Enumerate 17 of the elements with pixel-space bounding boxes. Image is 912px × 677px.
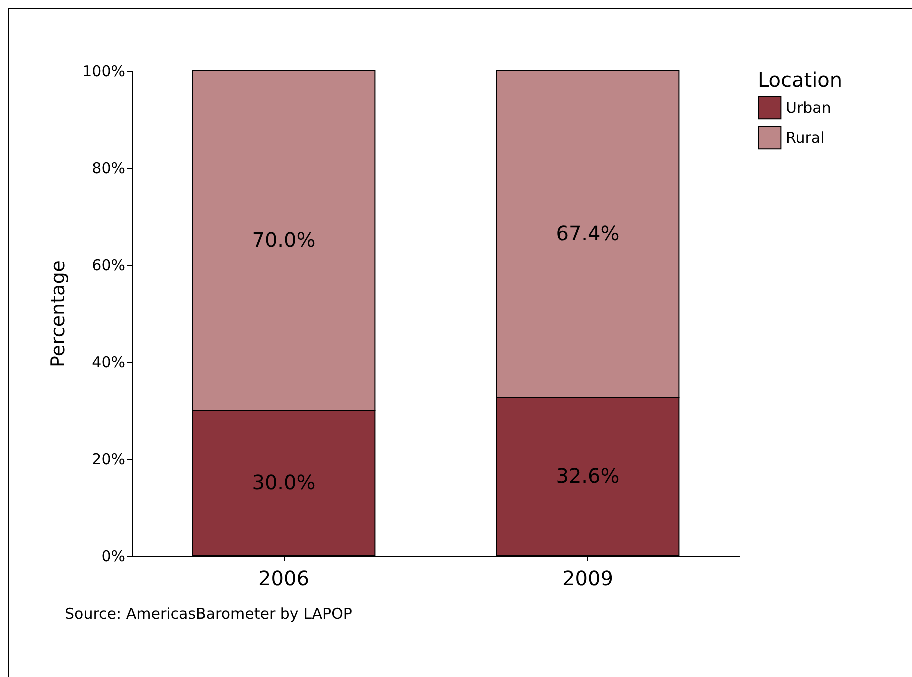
data-label: 67.4% <box>556 221 620 246</box>
y-tick-label: 20% <box>92 450 126 468</box>
legend-label: Rural <box>786 129 825 147</box>
y-tick-label: 40% <box>92 354 126 372</box>
y-tick-label: 100% <box>82 62 126 80</box>
data-label: 70.0% <box>252 228 316 252</box>
data-label: 32.6% <box>556 464 620 488</box>
legend-title: Location <box>758 68 843 92</box>
legend-label: Urban <box>786 99 832 117</box>
data-label: 30.0% <box>252 470 316 494</box>
source-note: Source: AmericasBarometer by LAPOP <box>65 605 352 623</box>
y-tick-label: 60% <box>92 256 126 274</box>
y-tick-label: 0% <box>102 548 126 566</box>
x-tick-label: 2006 <box>258 566 310 590</box>
x-tick-label: 2009 <box>562 566 614 590</box>
y-axis-title: Percentage <box>48 260 70 368</box>
y-tick-label: 80% <box>92 160 126 178</box>
